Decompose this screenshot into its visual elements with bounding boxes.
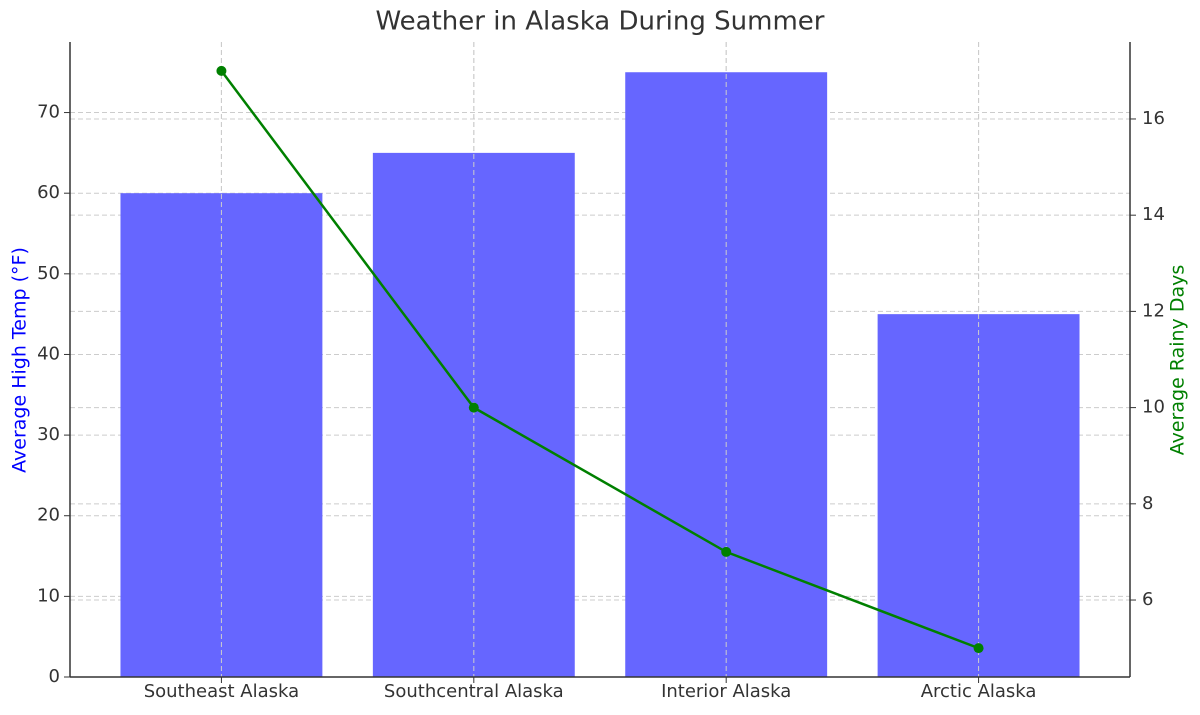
line-point — [721, 546, 732, 557]
y-tick-label: 0 — [49, 666, 60, 687]
y-tick-label: 10 — [37, 585, 60, 606]
chart-title: Weather in Alaska During Summer — [376, 7, 825, 37]
y-tick-label: 20 — [37, 505, 60, 526]
y-tick-label: 60 — [37, 182, 60, 203]
y2-tick-label: 14 — [1142, 204, 1165, 225]
line-point — [973, 643, 984, 654]
y2-tick-label: 10 — [1142, 397, 1165, 418]
y2-tick-label: 12 — [1142, 300, 1165, 321]
x-tick-label: Southcentral Alaska — [384, 681, 564, 702]
y2-tick-label: 6 — [1142, 589, 1153, 610]
y-tick-label: 40 — [37, 343, 60, 364]
line-point — [468, 402, 479, 413]
y2-tick-label: 16 — [1142, 108, 1165, 129]
y-tick-label: 50 — [37, 263, 60, 284]
x-tick-label: Southeast Alaska — [144, 681, 299, 702]
y-tick-label: 70 — [37, 102, 60, 123]
x-tick-label: Arctic Alaska — [921, 681, 1037, 702]
y-tick-label: 30 — [37, 424, 60, 445]
x-tick-label: Interior Alaska — [661, 681, 791, 702]
y2-axis-label: Average Rainy Days — [1167, 265, 1189, 456]
y-axis-label: Average High Temp (°F) — [9, 247, 31, 473]
line-point — [216, 65, 227, 76]
y2-tick-label: 8 — [1142, 493, 1153, 514]
line — [220, 70, 980, 650]
